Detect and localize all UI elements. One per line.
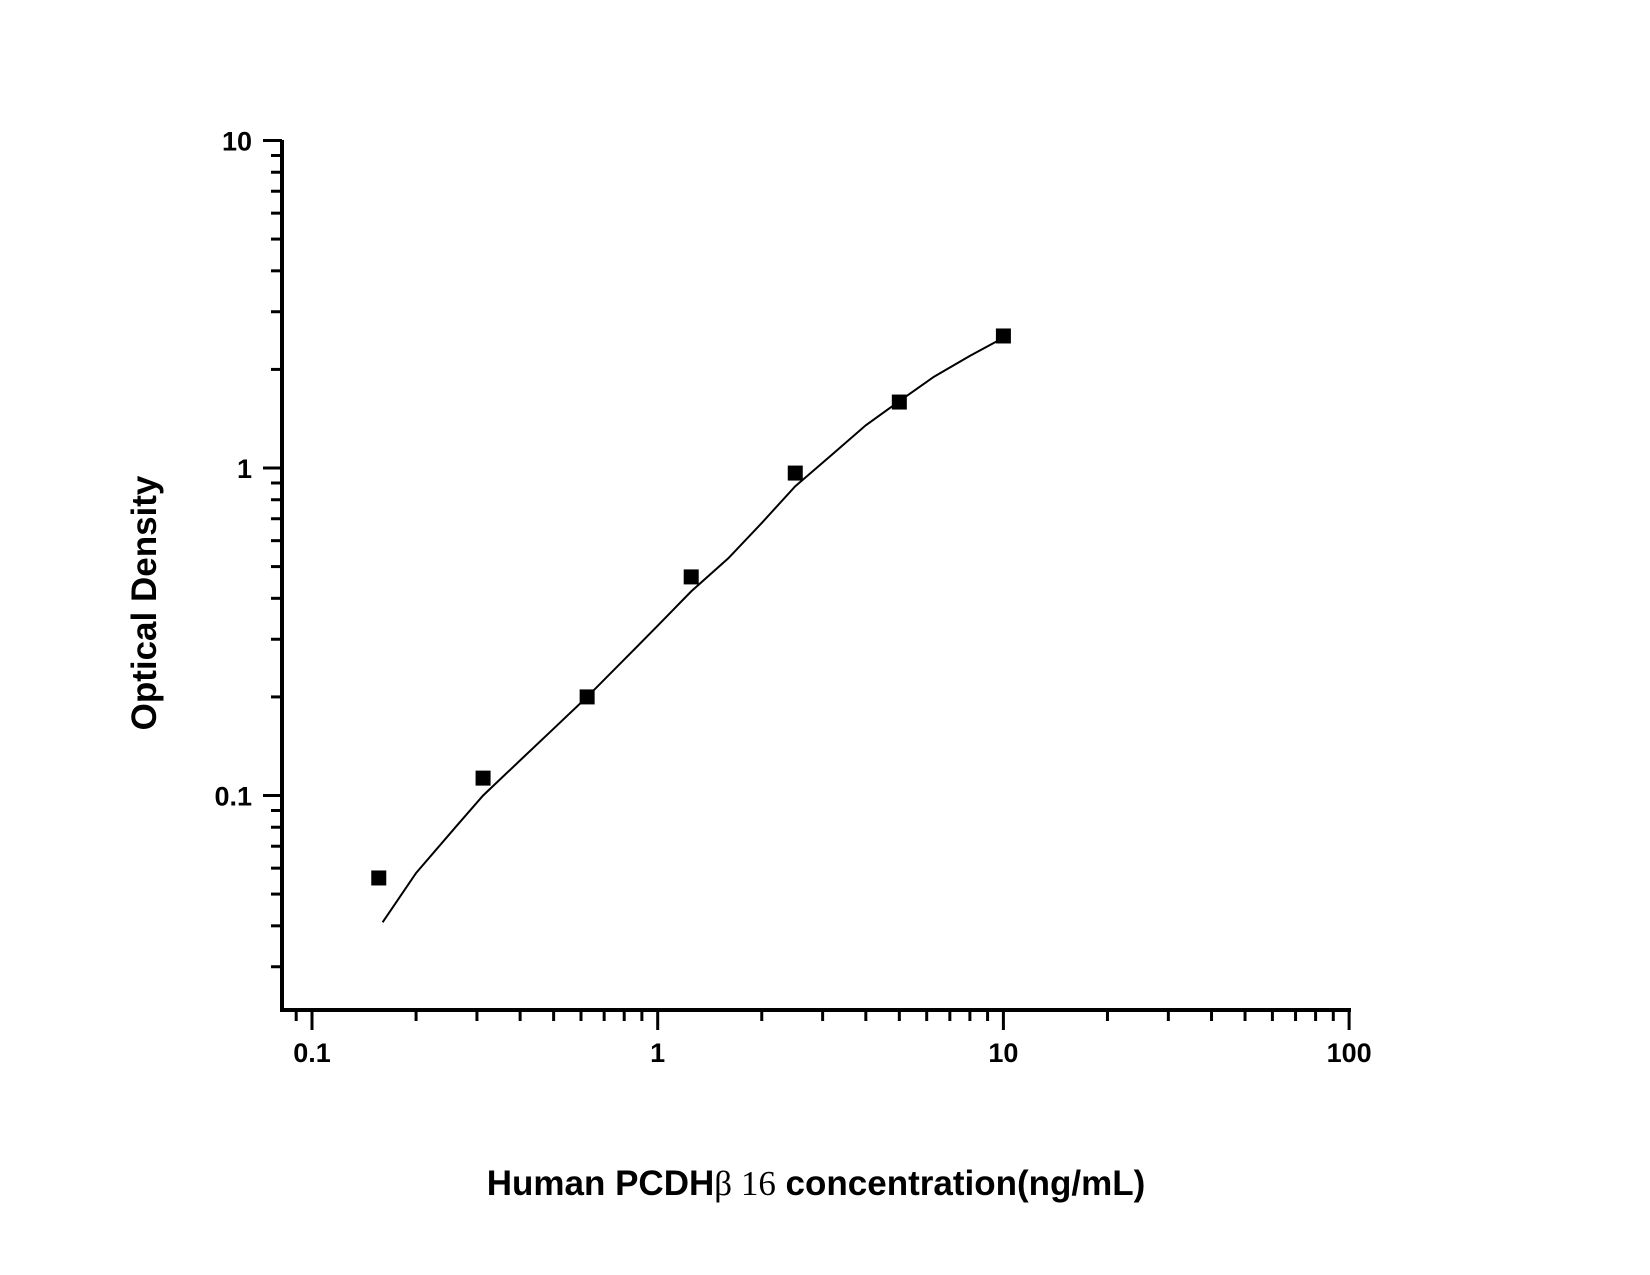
data-point-marker xyxy=(787,465,803,481)
data-markers xyxy=(371,328,1011,886)
data-point-marker xyxy=(683,569,699,585)
data-point-marker xyxy=(995,328,1011,344)
data-point-marker xyxy=(475,770,491,786)
x-tick-label: 100 xyxy=(1327,1038,1372,1068)
y-tick-label: 1 xyxy=(237,454,252,484)
x-axis-title-part-2: β 16 xyxy=(714,1164,776,1203)
data-point-marker xyxy=(891,394,907,410)
data-point-marker xyxy=(579,689,595,705)
tick-labels: 0.1 1 10 100 0.1 1 10 xyxy=(214,127,1371,1069)
major-ticks xyxy=(263,139,1351,1030)
y-tick-label: 10 xyxy=(222,127,252,157)
x-tick-label: 0.1 xyxy=(293,1038,331,1068)
x-axis-title-part-3: concentration(ng/mL) xyxy=(776,1164,1145,1203)
x-tick-label: 10 xyxy=(988,1038,1018,1068)
x-axis-title: Human PCDHβ 16 concentration(ng/mL) xyxy=(487,1164,1146,1203)
x-tick-label: 1 xyxy=(650,1038,665,1068)
y-axis-title: Optical Density xyxy=(125,475,164,730)
data-point-marker xyxy=(371,870,387,886)
x-axis-title-part-1: Human PCDH xyxy=(487,1164,715,1203)
y-tick-label: 0.1 xyxy=(214,782,252,812)
